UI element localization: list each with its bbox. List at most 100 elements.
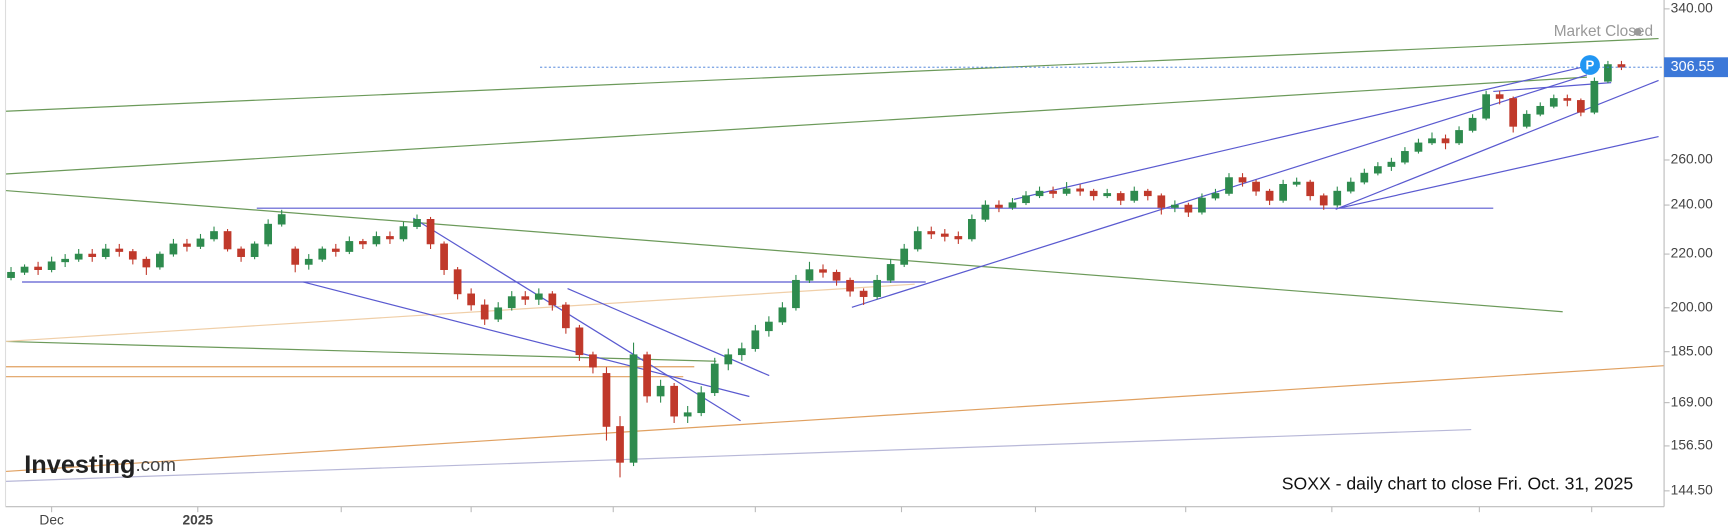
last-price-tag [1664, 57, 1728, 78]
candle-body [250, 243, 259, 257]
candle-body [1401, 151, 1409, 163]
candle-body [1008, 202, 1017, 208]
brand-suffix: .com [135, 454, 176, 475]
candle-body [1035, 190, 1044, 197]
candle-body [128, 251, 137, 260]
chart-title: SOXX - daily chart to close Fri. Oct. 31… [1282, 473, 1634, 493]
candle-body [616, 426, 624, 463]
candle-body [210, 231, 218, 240]
candle-body [34, 266, 42, 270]
brand: Investing.com [24, 451, 176, 479]
candle-body [670, 385, 678, 417]
x-tick-label: Dec [39, 513, 64, 528]
candle-body [1171, 204, 1179, 208]
candle-body [318, 248, 327, 260]
candle-body [940, 233, 949, 237]
candle-body [156, 253, 164, 268]
candle-body [386, 236, 394, 240]
candle-body [1319, 195, 1328, 206]
candle-body [101, 248, 110, 257]
candle-body [1130, 190, 1139, 201]
candle-body [737, 348, 746, 356]
candle-body [196, 238, 205, 247]
candle-body [1604, 64, 1612, 82]
candle-body [1522, 113, 1531, 127]
candle-body [913, 231, 922, 250]
candle-body [819, 269, 827, 273]
market-status: Market Closed [1554, 23, 1653, 40]
candle-body [656, 385, 665, 397]
y-tick-label: 144.50 [1671, 482, 1713, 497]
candle-body [345, 241, 354, 252]
trend-line [5, 37, 1659, 112]
candle-body [1143, 190, 1152, 197]
candle-body [7, 271, 15, 278]
candle-body [1387, 161, 1396, 167]
candle-body [886, 264, 895, 281]
candle-body [981, 204, 990, 220]
candle-body [1455, 130, 1463, 144]
candle-body [453, 269, 462, 295]
candle-body [832, 271, 841, 281]
candle-body [88, 253, 97, 257]
candle-body [846, 279, 854, 292]
candle-body [792, 279, 800, 309]
candle-body [1495, 94, 1504, 99]
candle-body [1184, 204, 1193, 213]
status-dot [1633, 28, 1642, 36]
trend-line [5, 189, 1563, 313]
candle-body [142, 258, 151, 268]
candle-body [643, 354, 651, 397]
candle-body [1238, 177, 1247, 183]
trend-line [1338, 135, 1659, 209]
brand-name: Investing [24, 451, 135, 479]
candle-body [521, 296, 530, 300]
candle-body [413, 219, 421, 227]
candle-body [751, 330, 760, 349]
y-tick-label: 260.00 [1671, 152, 1713, 167]
candle-body [1157, 195, 1166, 208]
candle-body [534, 293, 543, 300]
y-tick-label: 340.00 [1671, 1, 1713, 16]
candle-body [1211, 193, 1220, 199]
candle-body [47, 261, 56, 270]
candle-body [1265, 190, 1274, 201]
candle-body [602, 373, 611, 427]
candle-body [1468, 117, 1477, 131]
candle-body [359, 241, 367, 245]
candle-body [1279, 184, 1287, 201]
candle-body [589, 354, 597, 368]
candle-body [805, 269, 814, 281]
x-tick-label: 2025 [182, 513, 213, 528]
candle-body [277, 214, 286, 225]
y-tick-label: 169.00 [1671, 394, 1713, 409]
candle-body [223, 231, 232, 250]
candle-body [264, 223, 273, 245]
last-price-label: 306.55 [1671, 59, 1715, 75]
candle-body [291, 248, 300, 265]
trend-line [5, 283, 915, 343]
candle-body [1414, 142, 1423, 152]
candle-body [372, 236, 381, 245]
candle-body [562, 304, 570, 329]
candle-body [237, 248, 245, 257]
candle-body [778, 307, 787, 323]
candle-body [1441, 138, 1450, 144]
candle-body [1563, 98, 1572, 101]
candle-body [1346, 181, 1355, 192]
candle-body [1116, 193, 1125, 201]
candle-body [1306, 181, 1315, 197]
trend-line [5, 76, 1587, 175]
candle-body [426, 219, 435, 245]
candle-body [1536, 105, 1545, 115]
candle-body [697, 392, 706, 414]
candle-body [629, 354, 638, 463]
candle-body [1428, 138, 1436, 144]
trend-line [1335, 79, 1659, 210]
candle-body [115, 248, 124, 252]
candle-body [1252, 181, 1260, 192]
trend-line [5, 428, 1472, 482]
candle-body [61, 258, 70, 263]
candle-body [968, 219, 976, 240]
